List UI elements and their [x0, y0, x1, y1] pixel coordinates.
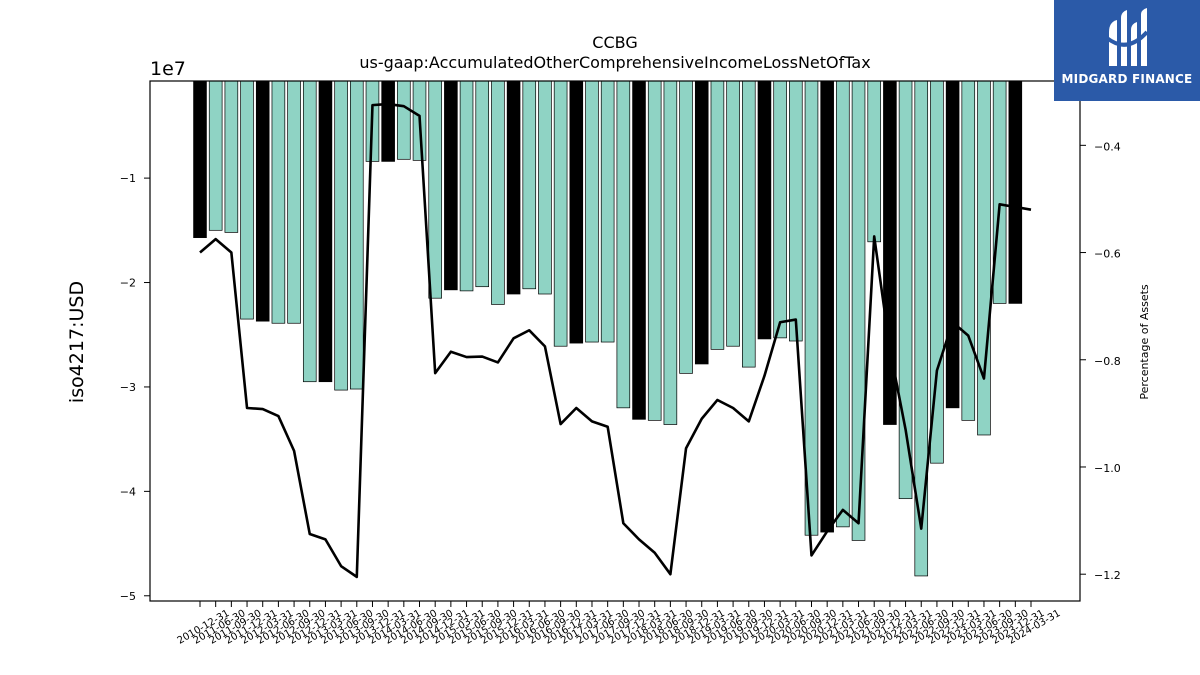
bar: [208, 80, 223, 231]
bar: [945, 80, 960, 409]
bar: [679, 80, 693, 374]
bar: [804, 80, 819, 536]
bar: [1008, 80, 1023, 304]
bar: [506, 80, 521, 295]
bar: [240, 80, 254, 320]
bar: [773, 80, 787, 339]
bar: [459, 80, 474, 292]
bar: [694, 80, 709, 365]
plot-frame: [149, 80, 1081, 602]
bar: [867, 80, 881, 243]
bar: [757, 80, 772, 340]
bar: [632, 80, 646, 420]
y-tick-label: −3: [120, 381, 136, 394]
y-tick-label: −5: [120, 590, 136, 603]
percentage-line: [199, 102, 1032, 579]
bar: [381, 80, 395, 162]
bar: [961, 80, 976, 421]
bar: [741, 80, 756, 368]
bar: [585, 80, 599, 343]
bar: [491, 80, 505, 305]
chart-subtitle: us-gaap:AccumulatedOtherComprehensiveInc…: [359, 53, 870, 72]
y2-axis-label: Percentage of Assets: [1138, 284, 1151, 400]
y-tick-label: −2: [120, 277, 136, 290]
chart-title: CCBG: [592, 33, 637, 52]
bar: [255, 80, 270, 322]
y-axis-left: −1 −2 −3 −4 −5: [120, 172, 150, 603]
bar: [789, 80, 803, 342]
bar: [836, 80, 850, 528]
bar: [977, 80, 991, 436]
y2-tick-label: −0.6: [1094, 248, 1121, 261]
bar: [647, 80, 662, 421]
bar: [710, 80, 725, 350]
bar: [992, 80, 1007, 304]
bar: [334, 80, 348, 391]
y-axis-label: iso4217:USD: [66, 281, 88, 403]
bar: [287, 80, 301, 324]
bar: [318, 80, 333, 383]
series-line: [199, 102, 1032, 579]
bar: [820, 80, 834, 533]
midgard-finance-logo: MIDGARD FINANCE: [1054, 0, 1200, 101]
bar: [663, 80, 678, 425]
bar: [428, 80, 442, 299]
y2-tick-label: −0.4: [1094, 140, 1121, 153]
y-axis-right: −0.4 −0.6 −0.8 −1.0 −1.2: [1080, 140, 1121, 582]
bar: [397, 80, 411, 160]
bar: [616, 80, 631, 409]
bar: [726, 80, 740, 347]
logo-mark-icon: [1105, 8, 1149, 66]
logo-text: MIDGARD FINANCE: [1061, 72, 1193, 86]
bars: [193, 80, 1023, 577]
bar: [538, 80, 552, 295]
bar: [851, 80, 866, 541]
bar: [600, 80, 615, 343]
bar: [444, 80, 458, 291]
y2-tick-label: −0.8: [1094, 355, 1121, 368]
bar: [224, 80, 239, 233]
y2-tick-label: −1.2: [1094, 569, 1121, 582]
bar: [302, 80, 317, 383]
bar: [522, 80, 537, 290]
bar: [569, 80, 584, 344]
y-axis-exponent: 1e7: [150, 58, 186, 80]
bar: [271, 80, 286, 324]
bar: [193, 80, 207, 238]
x-axis: 2010-12-312011-06-302011-09-302011-12-31…: [176, 601, 1063, 647]
bar: [475, 80, 490, 288]
y2-tick-label: −1.0: [1094, 462, 1121, 475]
bar: [350, 80, 364, 390]
y-tick-label: −4: [120, 485, 136, 498]
bar: [553, 80, 568, 347]
y-tick-label: −1: [120, 172, 136, 185]
